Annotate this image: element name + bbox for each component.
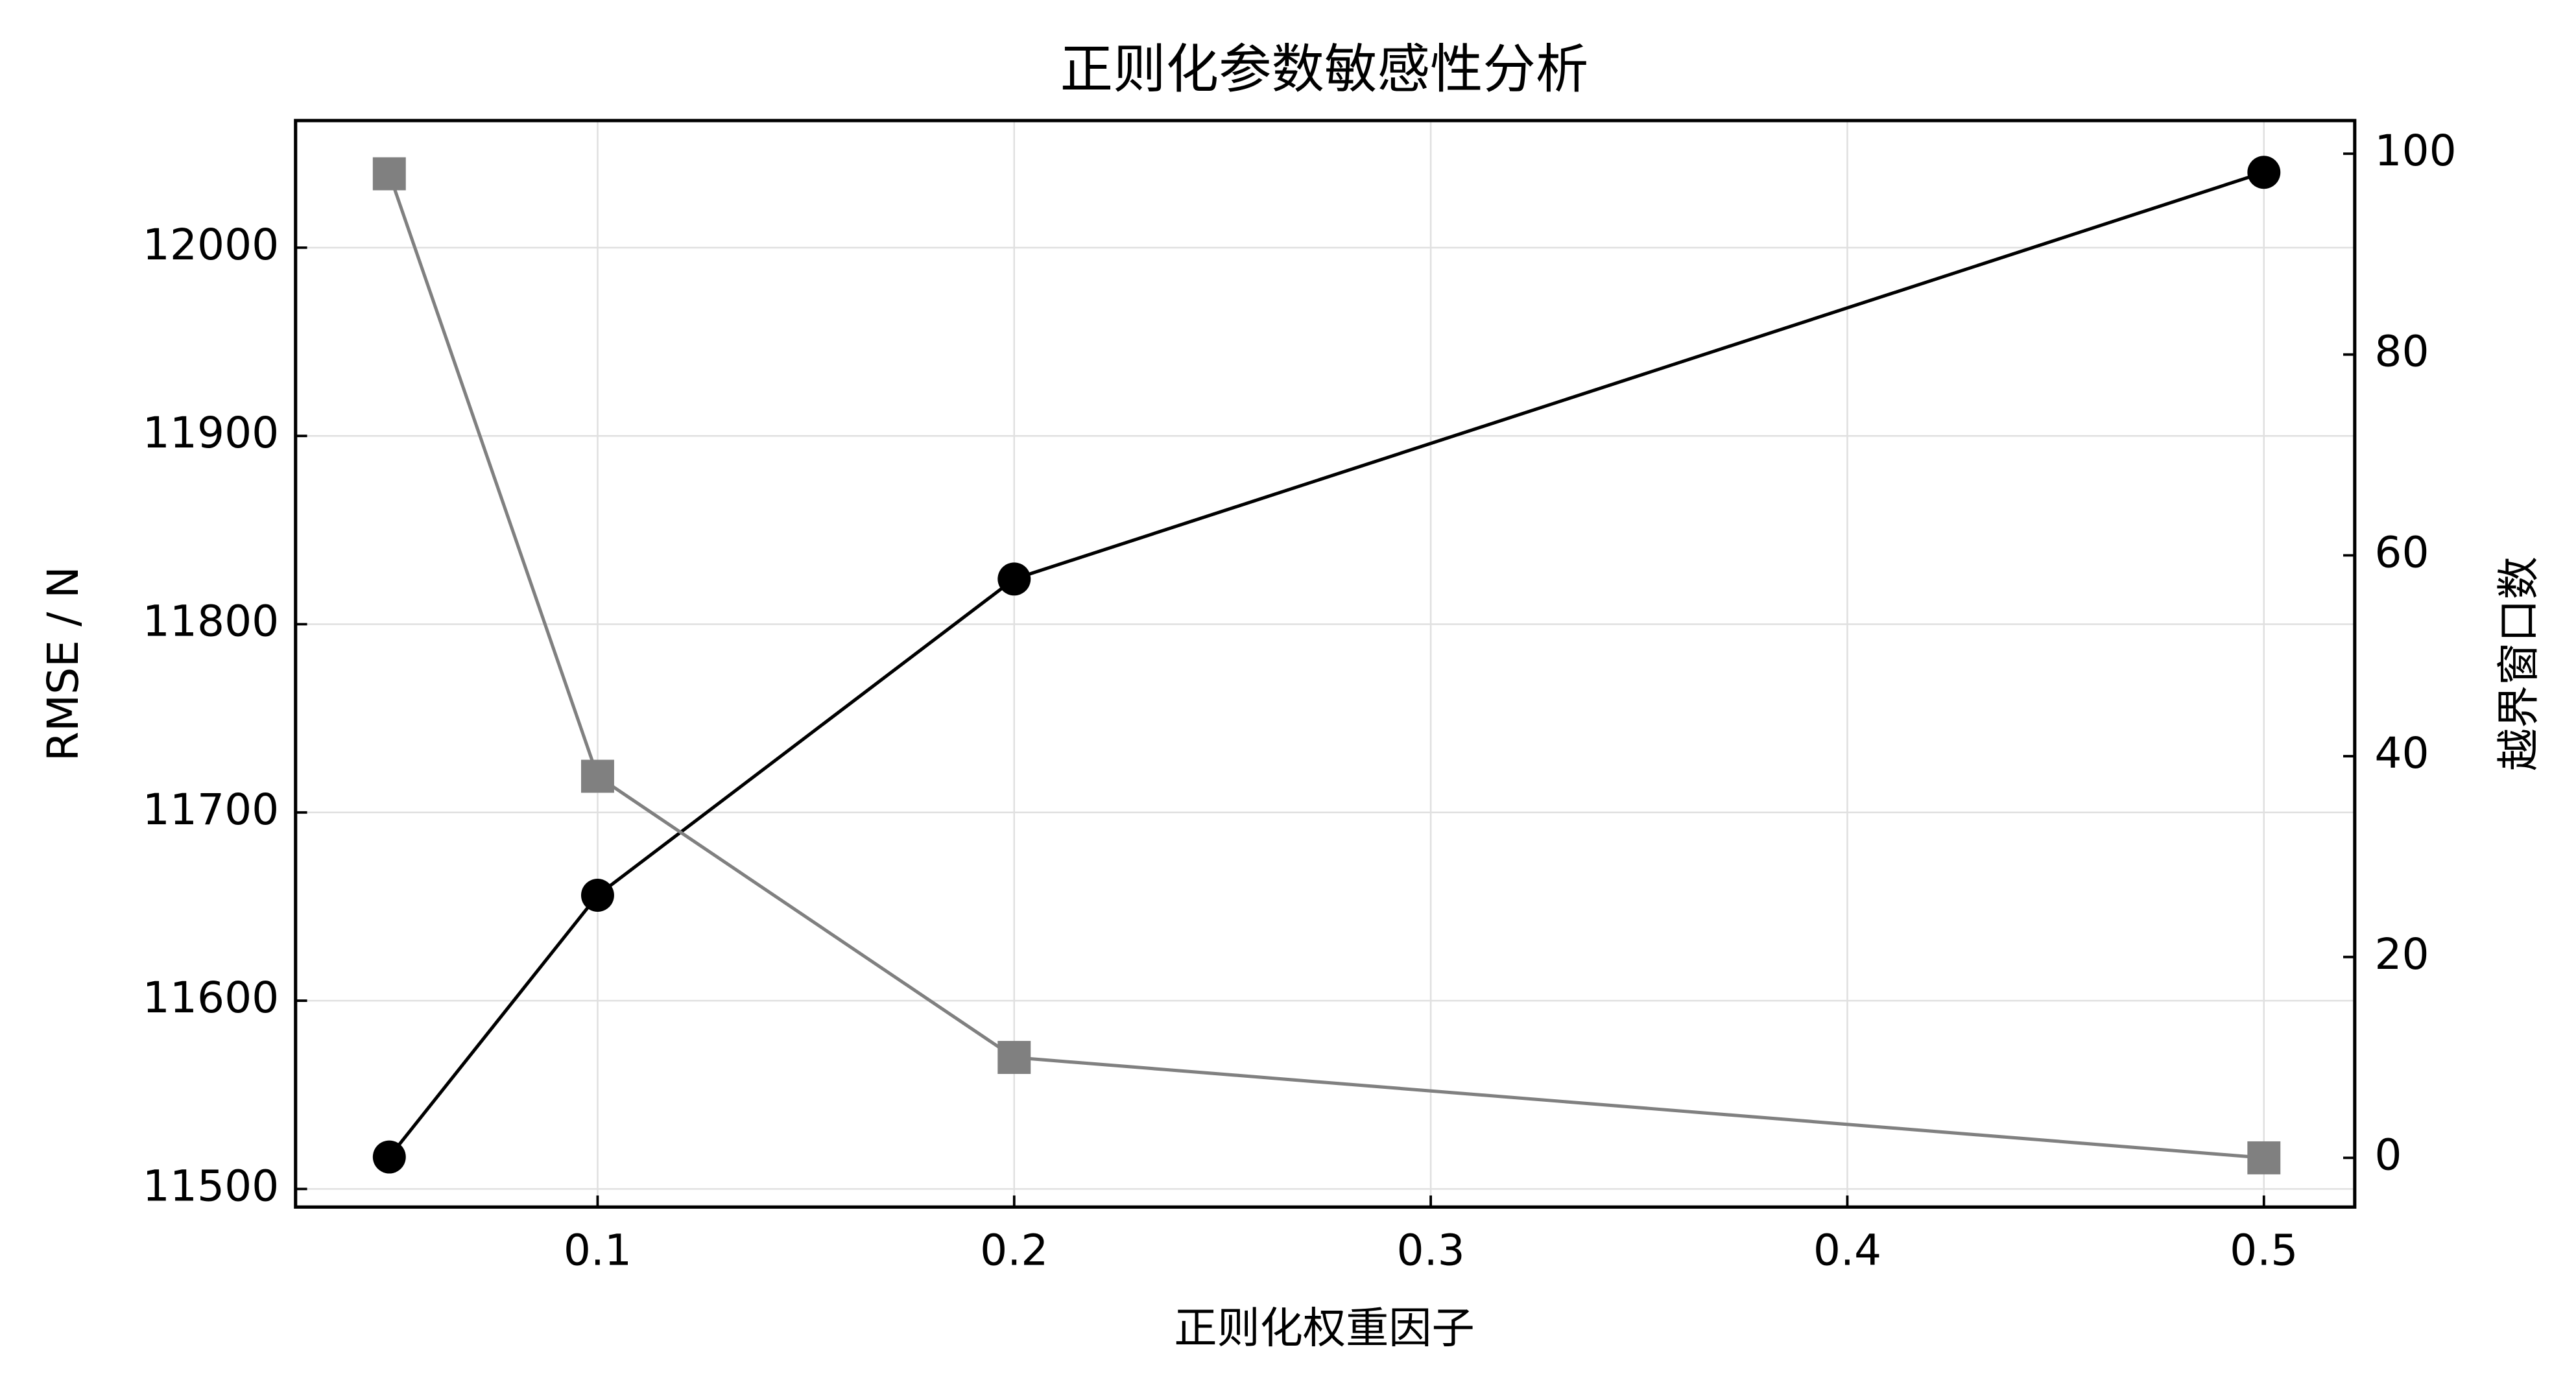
x-tick-label: 0.2	[980, 1226, 1048, 1276]
y-tick-label: 11900	[143, 408, 280, 458]
circle-marker	[997, 562, 1031, 596]
y2-tick-label: 100	[2374, 126, 2456, 176]
circle-marker	[372, 1140, 406, 1174]
y2-tick-label: 20	[2374, 929, 2429, 979]
y2-tick-label: 40	[2374, 728, 2429, 778]
x-axis-label: 正则化权重因子	[1174, 1303, 1474, 1353]
plot-area	[372, 156, 2281, 1174]
y2-tick-label: 80	[2374, 327, 2429, 377]
circle-marker	[2247, 156, 2281, 189]
y-tick-label: 11600	[143, 973, 280, 1023]
x-tick-label: 0.4	[1813, 1226, 1881, 1276]
plot-frame	[294, 119, 2357, 1209]
chart-title: 正则化参数敏感性分析	[1060, 39, 1589, 101]
grid	[295, 120, 2355, 1208]
y-tick-label: 12000	[143, 220, 280, 270]
x-tick-label: 0.1	[564, 1226, 632, 1276]
y-tick-label: 11800	[143, 597, 280, 647]
circle-marker	[580, 879, 614, 912]
square-marker	[997, 1041, 1031, 1075]
y2-tick-label: 0	[2374, 1130, 2402, 1180]
x-tick-label: 0.5	[2230, 1226, 2298, 1276]
y-axis-label: RMSE / N	[38, 566, 88, 761]
square-marker	[580, 759, 614, 793]
y-tick-label: 11500	[143, 1161, 280, 1211]
y-tick-label: 11700	[143, 785, 280, 835]
y2-axis-label: 越界窗口数	[2494, 556, 2544, 771]
square-marker	[2247, 1141, 2281, 1174]
series-line	[387, 173, 2264, 1160]
series-line	[388, 171, 2265, 1158]
square-marker	[372, 157, 406, 191]
x-tick-label: 0.3	[1396, 1226, 1464, 1276]
y2-tick-label: 60	[2374, 527, 2429, 577]
